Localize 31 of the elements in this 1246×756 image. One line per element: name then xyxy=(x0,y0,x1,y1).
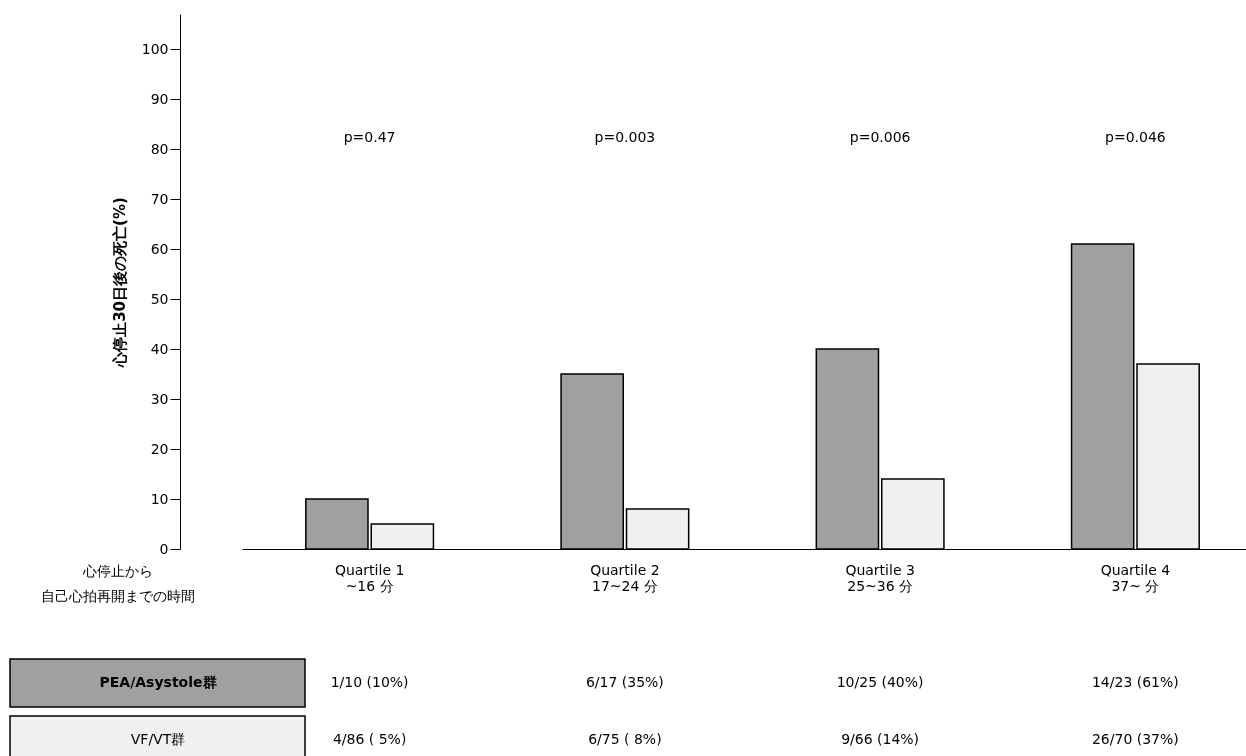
data-label: 4/86 ( 5%) xyxy=(332,731,407,747)
y-tick-label: 20 xyxy=(150,440,169,457)
y-tick-label: 50 xyxy=(150,290,169,307)
y-tick-label: 0 xyxy=(159,540,169,557)
y-tick-label: 10 xyxy=(150,490,169,507)
annotation: p=0.046 xyxy=(1105,129,1166,145)
annotation: p=0.006 xyxy=(849,129,911,145)
y-tick-label: 100 xyxy=(141,40,169,57)
y-tick-label: 70 xyxy=(150,190,169,207)
y-tick-label: 80 xyxy=(150,140,169,157)
annotation: p=0.003 xyxy=(594,129,656,145)
data-label: 14/23 (61%) xyxy=(1091,674,1179,690)
y-tick-label: 60 xyxy=(150,240,169,257)
x-axis-title: 心停止から自己心拍再開までの時間 xyxy=(41,563,195,604)
y-tick-label: 30 xyxy=(150,390,169,407)
x-tick-label: Quartile 2 17~24 分 xyxy=(590,561,660,594)
x-tick-label: Quartile 3 25~36 分 xyxy=(845,561,915,594)
text: VF/VT群 xyxy=(130,731,186,747)
data-label: 6/17 (35%) xyxy=(585,674,664,690)
data-label: 9/66 (14%) xyxy=(841,731,920,747)
x-tick-label: Quartile 1 ~16 分 xyxy=(334,561,405,594)
y-tick-label: 90 xyxy=(150,90,169,107)
text: PEA/Asystole群 xyxy=(99,674,217,690)
data-label: 1/10 (10%) xyxy=(330,674,409,690)
data-label: 26/70 (37%) xyxy=(1091,731,1179,747)
data-label: 10/25 (40%) xyxy=(836,674,924,690)
annotation: p=0.47 xyxy=(343,129,396,145)
x-tick-label: Quartile 4 37~ 分 xyxy=(1100,561,1171,594)
y-tick-label: 40 xyxy=(150,340,169,357)
data-label: 6/75 ( 8%) xyxy=(588,731,662,747)
y-axis-title: 心停止30日後の死亡(%) xyxy=(110,197,129,368)
